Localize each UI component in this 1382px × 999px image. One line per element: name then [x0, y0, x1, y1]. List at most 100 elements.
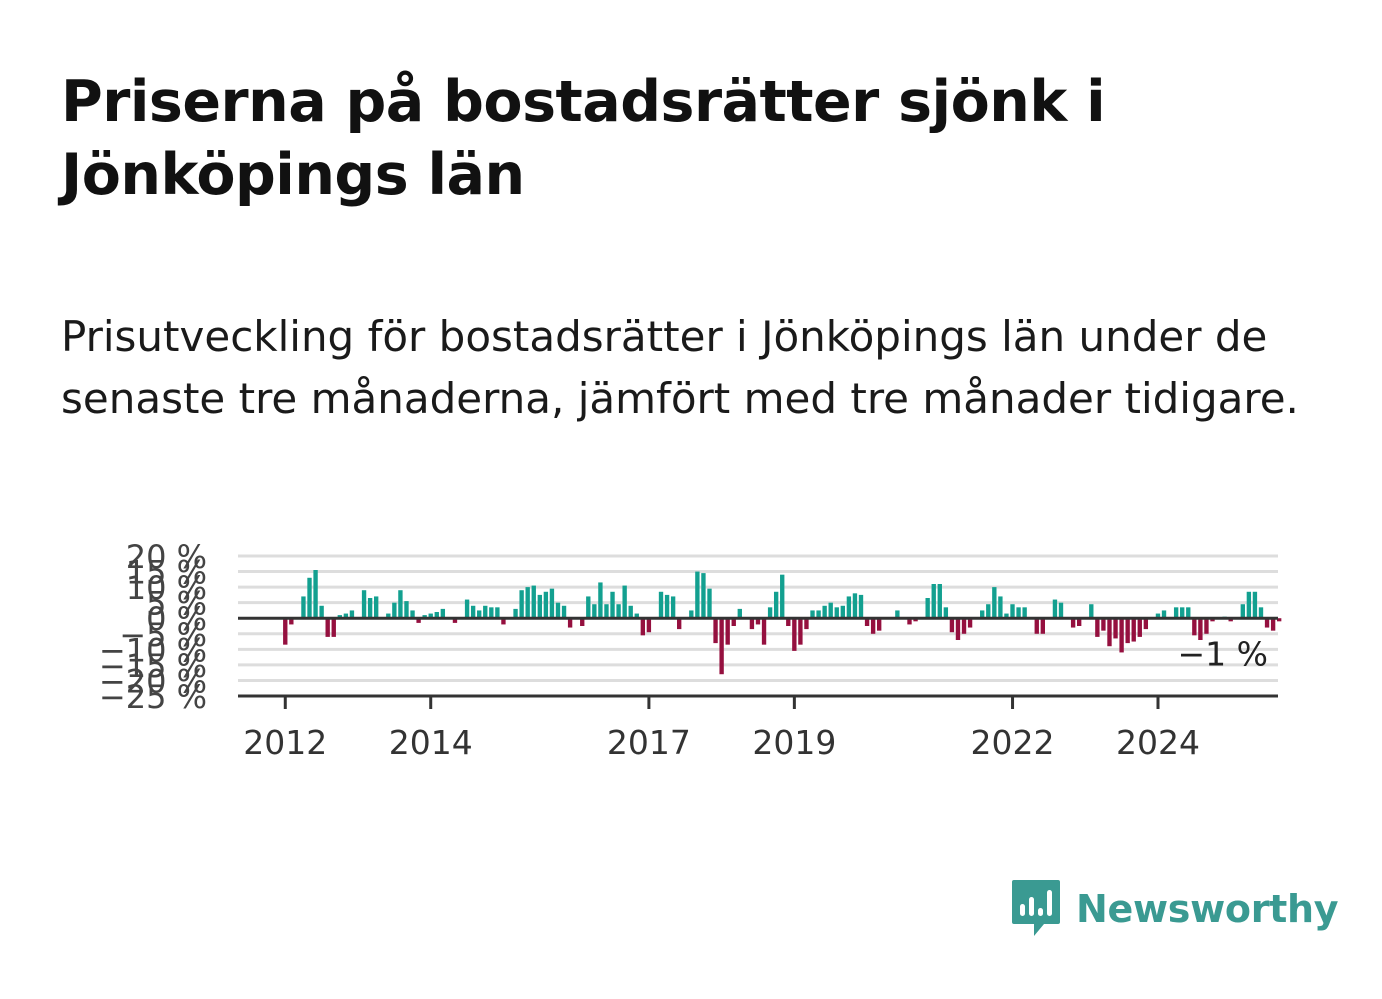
- bar: [634, 613, 639, 619]
- bar: [1034, 618, 1039, 634]
- bar: [428, 613, 433, 619]
- bar: [1040, 618, 1045, 634]
- bar: [792, 618, 797, 651]
- bar: [501, 618, 506, 625]
- bar: [1252, 591, 1258, 619]
- price-change-bar-chart: 20 %15 %10 %5 %0 %−5 %−10 %−15 %−20 %−25…: [99, 538, 1282, 762]
- bar: [986, 604, 991, 619]
- bar: [731, 618, 736, 626]
- bar: [319, 605, 324, 619]
- bar: [289, 618, 294, 625]
- bar: [1095, 618, 1100, 637]
- bar: [877, 618, 882, 631]
- bar: [907, 618, 912, 625]
- bar: [361, 590, 367, 619]
- bar: [610, 591, 615, 619]
- bar: [1192, 618, 1197, 636]
- bar: [519, 590, 524, 619]
- bar: [677, 618, 682, 630]
- bar: [313, 570, 318, 619]
- x-tick-label: 2019: [752, 723, 836, 762]
- bar: [913, 618, 918, 622]
- bar: [786, 618, 791, 626]
- bar: [828, 602, 833, 619]
- y-tick-label: −5 %: [119, 616, 207, 654]
- bar: [980, 610, 985, 619]
- bar: [349, 610, 355, 619]
- bar: [713, 618, 718, 644]
- y-tick-label: −15 %: [99, 647, 207, 685]
- bar: [331, 618, 336, 637]
- bar: [416, 618, 421, 623]
- bar: [1089, 604, 1094, 619]
- y-tick-label: 0 %: [146, 600, 207, 638]
- bar: [864, 618, 870, 626]
- bar: [301, 596, 306, 619]
- bar: [749, 618, 755, 630]
- bar: [664, 594, 670, 619]
- bar: [374, 596, 379, 619]
- bar: [858, 594, 864, 619]
- newsworthy-logo-icon: [1012, 880, 1060, 936]
- bar: [931, 584, 936, 619]
- bar: [810, 610, 815, 619]
- bar: [852, 593, 858, 619]
- bar: [1198, 618, 1203, 640]
- bar: [846, 596, 852, 619]
- bar: [937, 584, 942, 619]
- bar: [1070, 618, 1076, 628]
- bar: [1113, 618, 1118, 639]
- y-tick-label: −10 %: [99, 631, 207, 669]
- y-tick-label: 10 %: [126, 569, 207, 607]
- bar: [422, 615, 427, 619]
- bar: [1016, 607, 1021, 619]
- bar: [470, 605, 476, 619]
- bar: [658, 591, 664, 619]
- y-tick-label: −25 %: [99, 678, 207, 716]
- bar: [483, 605, 488, 619]
- x-tick-label: 2017: [607, 723, 691, 762]
- y-tick-label: −20 %: [99, 662, 207, 700]
- bar: [840, 605, 845, 619]
- bar: [592, 604, 597, 619]
- bar: [325, 618, 330, 637]
- bar: [1004, 613, 1009, 619]
- bar: [767, 607, 773, 619]
- bar: [1186, 607, 1191, 619]
- bar: [701, 573, 706, 619]
- brand-name: Newsworthy: [1076, 887, 1339, 931]
- chart-subtitle: Prisutveckling för bostadsrätter i Jönkö…: [61, 312, 1299, 423]
- bar: [386, 613, 391, 619]
- bar: [1077, 618, 1082, 626]
- bar: [1101, 618, 1106, 631]
- y-axis-ticks: 20 %15 %10 %5 %0 %−5 %−10 %−15 %−20 %−25…: [99, 538, 207, 716]
- bar: [1258, 607, 1264, 619]
- bar: [755, 618, 761, 625]
- x-tick-label: 2022: [971, 723, 1055, 762]
- bar: [1246, 591, 1252, 619]
- bar: [998, 596, 1003, 619]
- bar: [1143, 618, 1149, 630]
- x-tick-label: 2014: [389, 723, 473, 762]
- bar: [1119, 618, 1124, 653]
- bar: [834, 607, 839, 619]
- bar: [1131, 618, 1136, 642]
- bar: [689, 610, 694, 619]
- bar: [404, 601, 409, 619]
- bar: [537, 594, 542, 619]
- bar: [343, 613, 349, 619]
- bar: [1276, 618, 1282, 622]
- bar: [1270, 618, 1276, 631]
- y-tick-label: 20 %: [126, 538, 207, 576]
- bar: [586, 596, 591, 619]
- bar: [798, 618, 803, 645]
- bar: [967, 618, 973, 628]
- bar: [1155, 613, 1161, 619]
- bar: [1228, 618, 1233, 622]
- bar: [773, 591, 779, 619]
- bar: [1125, 618, 1130, 644]
- bar: [440, 608, 446, 619]
- gridlines: [238, 554, 1278, 682]
- bar: [337, 615, 342, 619]
- bar: [737, 608, 742, 619]
